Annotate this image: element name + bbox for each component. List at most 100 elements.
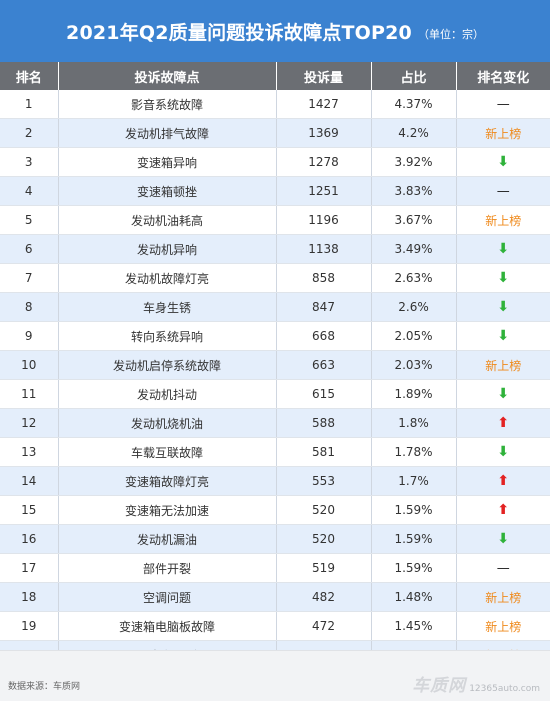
rank-cell: 9 — [0, 321, 59, 351]
rank-cell: 2 — [0, 118, 59, 148]
share-cell: 2.03% — [371, 350, 457, 380]
share-cell: 2.05% — [371, 321, 457, 351]
new-entry-badge: 新上榜 — [485, 358, 522, 373]
rank-cell: 15 — [0, 495, 59, 525]
footer: 数据来源：车质网 车质网 12365auto.com — [0, 650, 550, 701]
table-row: 4 变速箱顿挫 1251 3.83% — — [0, 176, 550, 206]
share-cell: 1.89% — [371, 379, 457, 409]
data-source: 数据来源：车质网 — [8, 682, 81, 692]
green-down-arrow-icon: ⬇ — [497, 328, 510, 344]
green-down-arrow-icon: ⬇ — [497, 386, 510, 402]
rank-cell: 17 — [0, 553, 59, 583]
green-down-arrow-icon: ⬇ — [497, 531, 510, 547]
share-cell: 1.48% — [371, 582, 457, 612]
issue-cell: 发动机故障灯亮 — [58, 263, 277, 293]
green-down-arrow-icon: ⬇ — [497, 270, 510, 286]
green-down-arrow-icon: ⬇ — [497, 444, 510, 460]
site-logo: 车质网 12365auto.com — [412, 671, 540, 696]
issue-cell: 发动机启停系统故障 — [58, 350, 277, 380]
share-cell: 2.6% — [371, 292, 457, 322]
count-cell: 520 — [276, 495, 372, 525]
share-cell: 4.2% — [371, 118, 457, 148]
share-cell: 1.78% — [371, 437, 457, 467]
issue-cell: 车载互联故障 — [58, 437, 277, 467]
title-bar: 2021年Q2质量问题投诉故障点TOP20 （单位：宗） — [0, 0, 550, 62]
issue-cell: 发动机油耗高 — [58, 205, 277, 235]
column-header-count: 投诉量 — [276, 62, 372, 90]
issue-cell: 转向系统异响 — [58, 321, 277, 351]
share-cell: 4.37% — [371, 90, 457, 119]
rank-cell: 13 — [0, 437, 59, 467]
rank-cell: 12 — [0, 408, 59, 438]
change-cell: ⬇ — [456, 263, 550, 293]
green-down-arrow-icon: ⬇ — [497, 154, 510, 170]
logo-text: 车质网 — [412, 676, 467, 696]
rank-cell: 14 — [0, 466, 59, 496]
issue-cell: 变速箱故障灯亮 — [58, 466, 277, 496]
table-row: 6 发动机异响 1138 3.49% ⬇ — [0, 234, 550, 264]
count-cell: 472 — [276, 611, 372, 641]
table-row: 16 发动机漏油 520 1.59% ⬇ — [0, 524, 550, 554]
share-cell: 1.59% — [371, 524, 457, 554]
red-up-arrow-icon: ⬆ — [497, 502, 510, 518]
column-header-share: 占比 — [371, 62, 457, 90]
page-title: 2021年Q2质量问题投诉故障点TOP20 — [66, 21, 412, 44]
issue-cell: 车身生锈 — [58, 292, 277, 322]
table-body: 1 影音系统故障 1427 4.37% —2 发动机排气故障 1369 4.2% 新上榜 3 变速箱… — [0, 90, 550, 670]
change-cell: ⬇ — [456, 234, 550, 264]
change-cell: 新上榜 — [456, 350, 550, 380]
issue-cell: 发动机抖动 — [58, 379, 277, 409]
count-cell: 520 — [276, 524, 372, 554]
issue-cell: 发动机异响 — [58, 234, 277, 264]
count-cell: 1196 — [276, 205, 372, 235]
issue-cell: 变速箱电脑板故障 — [58, 611, 277, 641]
change-cell: 新上榜 — [456, 611, 550, 641]
dash-icon: — — [496, 183, 510, 199]
count-cell: 847 — [276, 292, 372, 322]
count-cell: 1251 — [276, 176, 372, 206]
rank-cell: 5 — [0, 205, 59, 235]
share-cell: 1.59% — [371, 495, 457, 525]
table-row: 14 变速箱故障灯亮 553 1.7% ⬆ — [0, 466, 550, 496]
green-down-arrow-icon: ⬇ — [497, 299, 510, 315]
column-header-rank: 排名 — [0, 62, 59, 90]
issue-cell: 发动机烧机油 — [58, 408, 277, 438]
change-cell: ⬇ — [456, 321, 550, 351]
change-cell: ⬇ — [456, 147, 550, 177]
change-cell: ⬇ — [456, 524, 550, 554]
table-row: 5 发动机油耗高 1196 3.67% 新上榜 — [0, 205, 550, 235]
table-row: 12 发动机烧机油 588 1.8% ⬆ — [0, 408, 550, 438]
new-entry-badge: 新上榜 — [485, 619, 522, 634]
rank-cell: 16 — [0, 524, 59, 554]
share-cell: 1.7% — [371, 466, 457, 496]
new-entry-badge: 新上榜 — [485, 126, 522, 141]
change-cell: ⬇ — [456, 292, 550, 322]
rank-cell: 19 — [0, 611, 59, 641]
table-row: 8 车身生锈 847 2.6% ⬇ — [0, 292, 550, 322]
change-cell: — — [456, 90, 550, 119]
table-row: 10 发动机启停系统故障 663 2.03% 新上榜 — [0, 350, 550, 380]
share-cell: 3.49% — [371, 234, 457, 264]
new-entry-badge: 新上榜 — [485, 213, 522, 228]
rank-cell: 1 — [0, 90, 59, 119]
rank-cell: 8 — [0, 292, 59, 322]
rank-cell: 18 — [0, 582, 59, 612]
change-cell: ⬆ — [456, 408, 550, 438]
change-cell: 新上榜 — [456, 582, 550, 612]
table-row: 11 发动机抖动 615 1.89% ⬇ — [0, 379, 550, 409]
count-cell: 663 — [276, 350, 372, 380]
rank-cell: 4 — [0, 176, 59, 206]
count-cell: 482 — [276, 582, 372, 612]
rank-cell: 3 — [0, 147, 59, 177]
change-cell: 新上榜 — [456, 118, 550, 148]
share-cell: 3.67% — [371, 205, 457, 235]
new-entry-badge: 新上榜 — [485, 590, 522, 605]
unit-label: （单位：宗） — [417, 28, 484, 41]
issue-cell: 部件开裂 — [58, 553, 277, 583]
red-up-arrow-icon: ⬆ — [497, 415, 510, 431]
change-cell: ⬆ — [456, 495, 550, 525]
column-header-change: 排名变化 — [456, 62, 550, 90]
change-cell: ⬆ — [456, 466, 550, 496]
share-cell: 1.8% — [371, 408, 457, 438]
count-cell: 615 — [276, 379, 372, 409]
